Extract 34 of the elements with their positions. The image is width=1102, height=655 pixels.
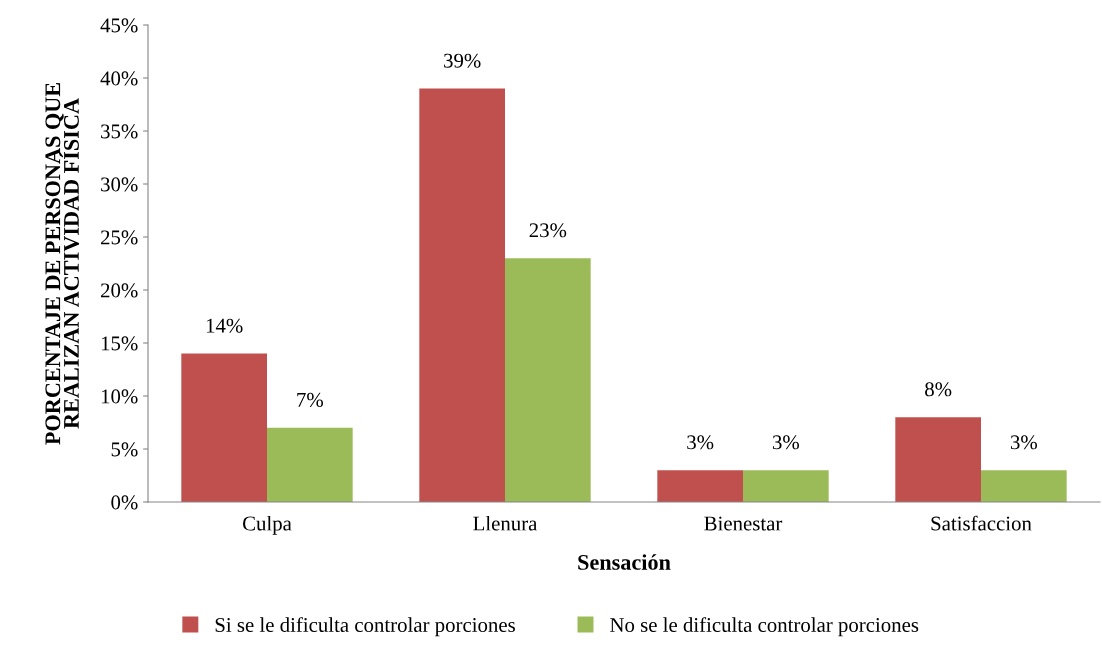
data-label: 14% <box>206 318 243 333</box>
y-tick-label: 45% <box>100 18 138 33</box>
y-tick-label: 10% <box>101 389 138 404</box>
y-tick-label: 15% <box>101 336 138 351</box>
y-tick-label: 40% <box>100 71 138 86</box>
data-label: 3% <box>1010 435 1038 450</box>
bar <box>657 470 743 502</box>
y-tick-label: 20% <box>101 283 138 298</box>
y-tick-label: 0% <box>111 495 138 510</box>
legend-label: Si se le dificulta controlar porciones <box>215 617 515 637</box>
data-label: 3% <box>687 435 714 450</box>
data-label: 23% <box>529 223 567 238</box>
y-tick-label: 5% <box>111 442 138 457</box>
y-tick-label: 35% <box>101 124 138 139</box>
bar <box>181 353 267 502</box>
data-label: 7% <box>297 392 324 407</box>
data-label: 3% <box>772 435 800 450</box>
bar <box>895 417 981 502</box>
x-tick-label: Llenura <box>473 515 538 531</box>
bar <box>267 427 353 502</box>
x-axis-title: Sensación <box>578 554 671 570</box>
bar <box>981 470 1067 502</box>
data-label: 8% <box>925 382 952 397</box>
y-tick-label: 30% <box>101 177 138 192</box>
y-tick-label: 25% <box>101 230 138 245</box>
data-label: 39% <box>444 53 481 68</box>
x-tick-label: Bienestar <box>704 516 783 531</box>
bar <box>505 258 591 502</box>
y-axis-title: PORCENTAJE DE PERSONAS QUE REALIZAN ACTIVIDAD FÍSICA <box>45 83 80 445</box>
legend-label: No se le dificulta controlar porciones <box>610 617 919 637</box>
bar <box>743 470 829 502</box>
x-tick-label: Culpa <box>242 515 292 535</box>
x-tick-label: Satisfaccion <box>931 515 1032 531</box>
bar <box>419 88 505 502</box>
